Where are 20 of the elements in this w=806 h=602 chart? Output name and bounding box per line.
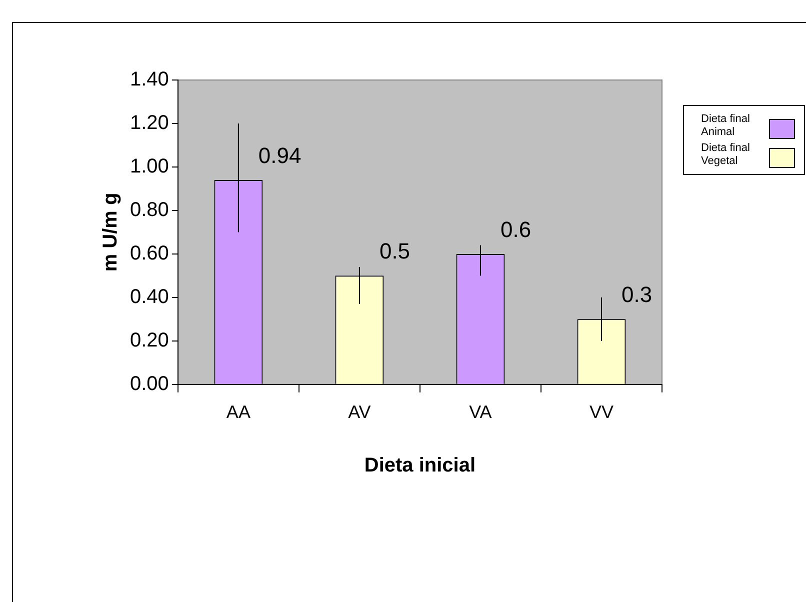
- data-label: 0.5: [379, 238, 410, 264]
- y-tick-label: 1.00: [130, 155, 169, 178]
- y-tick-label: 0.40: [130, 286, 169, 308]
- data-label: 0.94: [258, 143, 302, 168]
- y-tick-label: 0.00: [130, 372, 169, 395]
- data-label: 0.3: [621, 282, 652, 308]
- x-tick-label: VV: [589, 402, 614, 422]
- y-tick-label: 0.20: [130, 329, 169, 352]
- legend-label: Dieta final Vegetal: [701, 142, 751, 168]
- legend-label: Dieta final Animal: [701, 113, 751, 139]
- x-tick-label: AV: [348, 402, 371, 422]
- x-axis-title: Dieta inicial: [364, 454, 476, 477]
- y-tick-label: 1.40: [130, 68, 169, 91]
- data-label: 0.6: [500, 217, 532, 242]
- y-tick-label: 1.20: [130, 112, 169, 134]
- y-tick-label: 0.80: [130, 198, 169, 221]
- x-tick-label: AA: [226, 402, 250, 422]
- y-tick-label: 0.60: [130, 242, 169, 264]
- y-axis-title: m U/m g: [100, 192, 122, 272]
- x-tick-label: VA: [469, 402, 492, 422]
